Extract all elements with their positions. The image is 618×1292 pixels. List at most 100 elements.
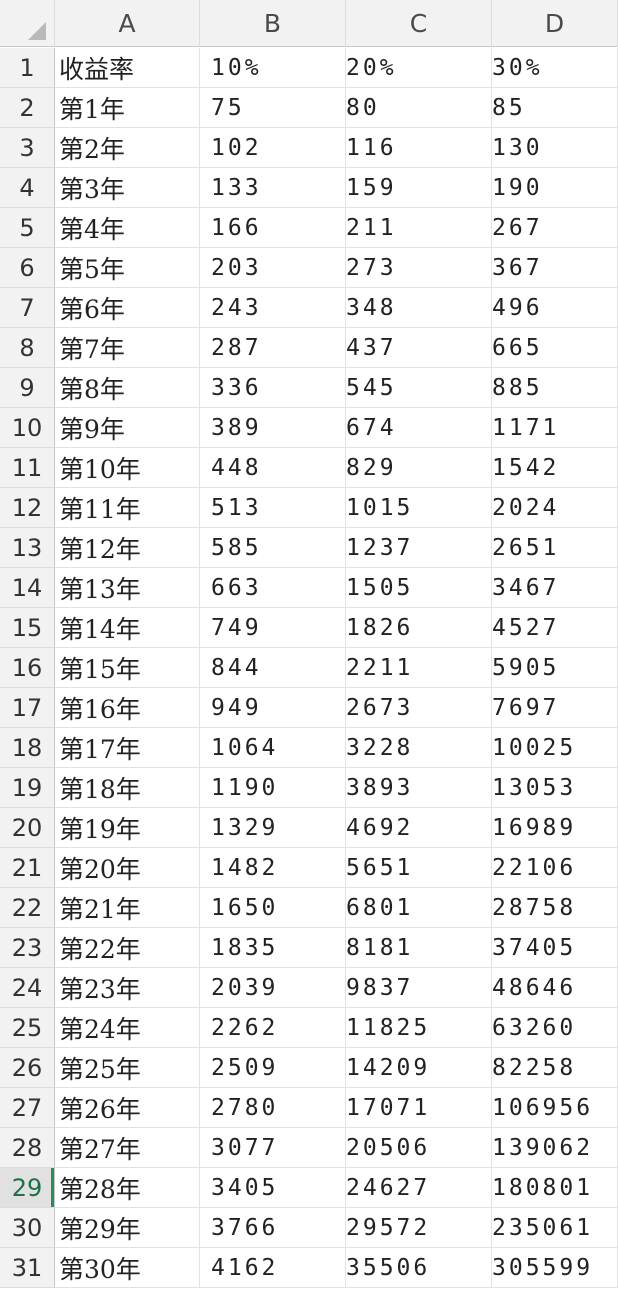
row-header-6[interactable]: 6 xyxy=(0,248,55,288)
cell-a27[interactable]: 第26年 xyxy=(55,1088,200,1128)
cell-b22[interactable]: 1650 xyxy=(200,888,346,928)
cell-d10[interactable]: 1171 xyxy=(492,408,618,448)
row-header-28[interactable]: 28 xyxy=(0,1128,55,1168)
cell-d18[interactable]: 10025 xyxy=(492,728,618,768)
cell-a24[interactable]: 第23年 xyxy=(55,968,200,1008)
cell-d11[interactable]: 1542 xyxy=(492,448,618,488)
row-header-15[interactable]: 15 xyxy=(0,608,55,648)
row-header-2[interactable]: 2 xyxy=(0,88,55,128)
column-header-b[interactable]: B xyxy=(200,0,346,47)
cell-b27[interactable]: 2780 xyxy=(200,1088,346,1128)
cell-a10[interactable]: 第9年 xyxy=(55,408,200,448)
cell-a18[interactable]: 第17年 xyxy=(55,728,200,768)
cell-a5[interactable]: 第4年 xyxy=(55,208,200,248)
row-header-8[interactable]: 8 xyxy=(0,328,55,368)
cell-a25[interactable]: 第24年 xyxy=(55,1008,200,1048)
cell-a16[interactable]: 第15年 xyxy=(55,648,200,688)
cell-b23[interactable]: 1835 xyxy=(200,928,346,968)
cell-b14[interactable]: 663 xyxy=(200,568,346,608)
row-header-20[interactable]: 20 xyxy=(0,808,55,848)
cell-b8[interactable]: 287 xyxy=(200,328,346,368)
cell-b28[interactable]: 3077 xyxy=(200,1128,346,1168)
row-header-21[interactable]: 21 xyxy=(0,848,55,888)
cell-d2[interactable]: 85 xyxy=(492,88,618,128)
row-header-16[interactable]: 16 xyxy=(0,648,55,688)
select-all-corner[interactable] xyxy=(0,0,55,47)
cell-a9[interactable]: 第8年 xyxy=(55,368,200,408)
cell-d3[interactable]: 130 xyxy=(492,128,618,168)
row-header-26[interactable]: 26 xyxy=(0,1048,55,1088)
cell-c30[interactable]: 29572 xyxy=(346,1208,492,1248)
cell-c25[interactable]: 11825 xyxy=(346,1008,492,1048)
cell-c23[interactable]: 8181 xyxy=(346,928,492,968)
cell-c4[interactable]: 159 xyxy=(346,168,492,208)
cell-d19[interactable]: 13053 xyxy=(492,768,618,808)
cell-d30[interactable]: 235061 xyxy=(492,1208,618,1248)
row-header-14[interactable]: 14 xyxy=(0,568,55,608)
cell-a8[interactable]: 第7年 xyxy=(55,328,200,368)
cell-d28[interactable]: 139062 xyxy=(492,1128,618,1168)
cell-c5[interactable]: 211 xyxy=(346,208,492,248)
cell-a30[interactable]: 第29年 xyxy=(55,1208,200,1248)
cell-b19[interactable]: 1190 xyxy=(200,768,346,808)
cell-b29[interactable]: 3405 xyxy=(200,1168,346,1208)
row-header-27[interactable]: 27 xyxy=(0,1088,55,1128)
column-header-c[interactable]: C xyxy=(346,0,492,47)
cell-b26[interactable]: 2509 xyxy=(200,1048,346,1088)
cell-c7[interactable]: 348 xyxy=(346,288,492,328)
cell-d5[interactable]: 267 xyxy=(492,208,618,248)
cell-a11[interactable]: 第10年 xyxy=(55,448,200,488)
cell-d13[interactable]: 2651 xyxy=(492,528,618,568)
cell-d6[interactable]: 367 xyxy=(492,248,618,288)
cell-b3[interactable]: 102 xyxy=(200,128,346,168)
cell-a2[interactable]: 第1年 xyxy=(55,88,200,128)
cell-c14[interactable]: 1505 xyxy=(346,568,492,608)
cell-d17[interactable]: 7697 xyxy=(492,688,618,728)
cell-c26[interactable]: 14209 xyxy=(346,1048,492,1088)
cell-b12[interactable]: 513 xyxy=(200,488,346,528)
cell-c3[interactable]: 116 xyxy=(346,128,492,168)
cell-b13[interactable]: 585 xyxy=(200,528,346,568)
cell-b21[interactable]: 1482 xyxy=(200,848,346,888)
cell-d16[interactable]: 5905 xyxy=(492,648,618,688)
cell-b2[interactable]: 75 xyxy=(200,88,346,128)
row-header-1[interactable]: 1 xyxy=(0,48,55,88)
cell-c17[interactable]: 2673 xyxy=(346,688,492,728)
cell-c28[interactable]: 20506 xyxy=(346,1128,492,1168)
cell-b30[interactable]: 3766 xyxy=(200,1208,346,1248)
cell-c9[interactable]: 545 xyxy=(346,368,492,408)
cell-b9[interactable]: 336 xyxy=(200,368,346,408)
cell-c21[interactable]: 5651 xyxy=(346,848,492,888)
row-header-3[interactable]: 3 xyxy=(0,128,55,168)
cell-a19[interactable]: 第18年 xyxy=(55,768,200,808)
cell-d14[interactable]: 3467 xyxy=(492,568,618,608)
cell-b31[interactable]: 4162 xyxy=(200,1248,346,1288)
cell-a23[interactable]: 第22年 xyxy=(55,928,200,968)
cell-b4[interactable]: 133 xyxy=(200,168,346,208)
cell-c10[interactable]: 674 xyxy=(346,408,492,448)
cell-a29[interactable]: 第28年 xyxy=(55,1168,200,1208)
row-header-29[interactable]: 29 xyxy=(0,1168,55,1208)
cell-d31[interactable]: 305599 xyxy=(492,1248,618,1288)
cell-d24[interactable]: 48646 xyxy=(492,968,618,1008)
row-header-25[interactable]: 25 xyxy=(0,1008,55,1048)
cell-d25[interactable]: 63260 xyxy=(492,1008,618,1048)
cell-c12[interactable]: 1015 xyxy=(346,488,492,528)
cell-a17[interactable]: 第16年 xyxy=(55,688,200,728)
cell-b10[interactable]: 389 xyxy=(200,408,346,448)
cell-a14[interactable]: 第13年 xyxy=(55,568,200,608)
column-header-d[interactable]: D xyxy=(492,0,618,47)
cell-d27[interactable]: 106956 xyxy=(492,1088,618,1128)
cell-d1[interactable]: 30% xyxy=(492,48,618,88)
cell-a1[interactable]: 收益率 xyxy=(55,48,200,88)
cell-b16[interactable]: 844 xyxy=(200,648,346,688)
cell-a3[interactable]: 第2年 xyxy=(55,128,200,168)
cell-d23[interactable]: 37405 xyxy=(492,928,618,968)
cell-a26[interactable]: 第25年 xyxy=(55,1048,200,1088)
cell-a6[interactable]: 第5年 xyxy=(55,248,200,288)
cell-a28[interactable]: 第27年 xyxy=(55,1128,200,1168)
column-header-a[interactable]: A xyxy=(55,0,200,47)
cell-d21[interactable]: 22106 xyxy=(492,848,618,888)
row-header-4[interactable]: 4 xyxy=(0,168,55,208)
cell-d9[interactable]: 885 xyxy=(492,368,618,408)
